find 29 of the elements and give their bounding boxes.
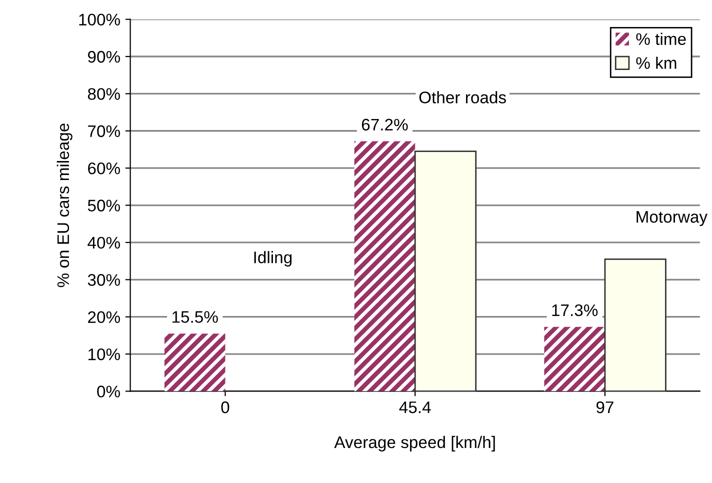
y-axis-title: % on EU cars mileage (56, 124, 72, 288)
bar (164, 334, 226, 392)
y-tick-label: 40% (88, 236, 120, 249)
annotation: Other roads (419, 91, 506, 104)
legend-label: % km (636, 56, 676, 69)
x-axis-title: Average speed [km/h] (334, 436, 495, 452)
x-tick-label: 45.4 (399, 402, 431, 414)
y-tick-label: 60% (88, 162, 120, 174)
y-tick-label: 50% (88, 200, 120, 212)
y-tick-label: 20% (88, 311, 120, 324)
y-tick-label: 80% (88, 88, 120, 100)
data-label: 15.5% (172, 311, 218, 323)
annotation: Idling (254, 251, 292, 267)
y-tick-label: 0% (97, 386, 120, 398)
y-tick-label: 10% (88, 348, 120, 360)
bar (544, 326, 605, 392)
bar (414, 150, 477, 392)
data-label: 17.3% (552, 304, 598, 316)
y-tick-label: 30% (88, 274, 120, 286)
legend-label: % time (636, 32, 686, 45)
bar (604, 258, 666, 392)
y-tick-label: 90% (88, 50, 120, 63)
bar (354, 141, 416, 392)
y-tick-label: 70% (88, 125, 120, 138)
x-tick-label: 97 (596, 401, 614, 414)
y-tick-label: 100% (79, 14, 120, 26)
annotation: Motorway (636, 211, 708, 226)
x-tick-label: 0 (221, 401, 230, 414)
data-label: 67.2% (362, 118, 408, 131)
